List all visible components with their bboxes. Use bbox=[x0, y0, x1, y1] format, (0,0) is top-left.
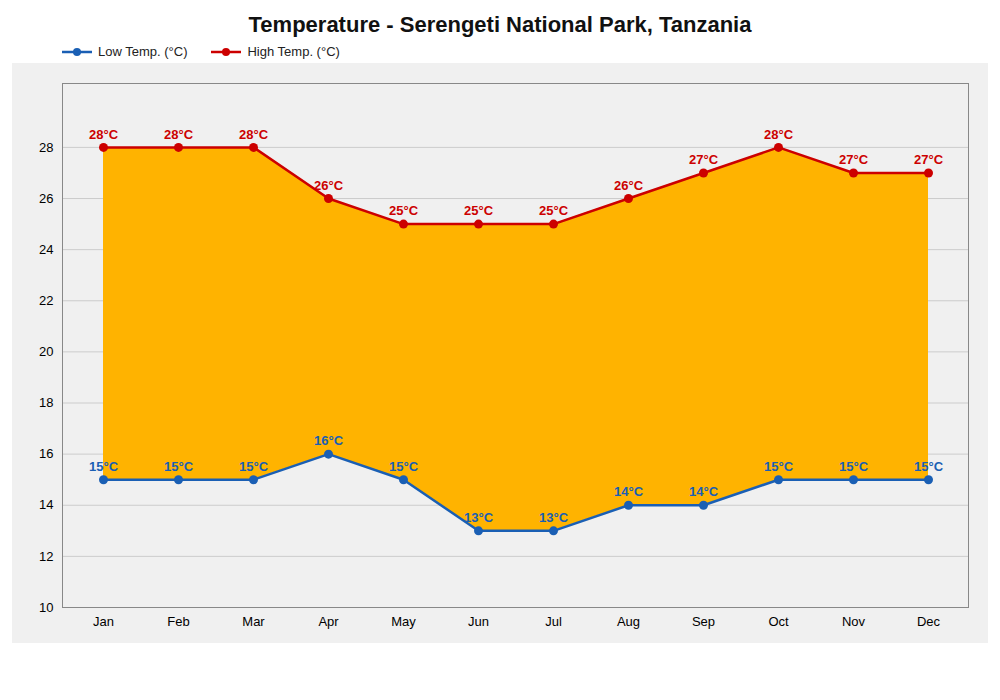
svg-text:16: 16 bbox=[39, 446, 53, 461]
svg-text:13°C: 13°C bbox=[539, 510, 569, 525]
svg-text:Feb: Feb bbox=[167, 614, 189, 629]
svg-text:15°C: 15°C bbox=[839, 459, 869, 474]
svg-text:28°C: 28°C bbox=[164, 127, 194, 142]
svg-text:15°C: 15°C bbox=[164, 459, 194, 474]
svg-text:Aug: Aug bbox=[617, 614, 640, 629]
svg-text:10: 10 bbox=[39, 600, 53, 615]
svg-text:28°C: 28°C bbox=[89, 127, 119, 142]
svg-text:Mar: Mar bbox=[242, 614, 265, 629]
svg-text:Jun: Jun bbox=[468, 614, 489, 629]
html-text:Low Temp. (°C): Low Temp. (°C) bbox=[98, 44, 188, 59]
svg-text:May: May bbox=[391, 614, 416, 629]
svg-text:28°C: 28°C bbox=[239, 127, 269, 142]
svg-text:14°C: 14°C bbox=[614, 484, 644, 499]
svg-text:22: 22 bbox=[39, 293, 53, 308]
svg-text:24: 24 bbox=[39, 242, 53, 257]
svg-text:Jul: Jul bbox=[545, 614, 562, 629]
svg-text:16°C: 16°C bbox=[314, 433, 344, 448]
svg-text:28: 28 bbox=[39, 140, 53, 155]
svg-text:25°C: 25°C bbox=[464, 203, 494, 218]
svg-text:15°C: 15°C bbox=[239, 459, 269, 474]
svg-text:13°C: 13°C bbox=[464, 510, 494, 525]
svg-text:27°C: 27°C bbox=[689, 152, 719, 167]
svg-text:27°C: 27°C bbox=[839, 152, 869, 167]
svg-text:14: 14 bbox=[39, 497, 53, 512]
svg-text:Sep: Sep bbox=[692, 614, 715, 629]
svg-text:25°C: 25°C bbox=[389, 203, 419, 218]
svg-text:Nov: Nov bbox=[842, 614, 866, 629]
svg-text:15°C: 15°C bbox=[764, 459, 794, 474]
svg-text:15°C: 15°C bbox=[89, 459, 119, 474]
html-text:Temperature - Serengeti Nation: Temperature - Serengeti National Park, T… bbox=[248, 12, 752, 37]
svg-text:26°C: 26°C bbox=[314, 178, 344, 193]
svg-text:Dec: Dec bbox=[917, 614, 941, 629]
svg-text:26°C: 26°C bbox=[614, 178, 644, 193]
svg-text:27°C: 27°C bbox=[914, 152, 944, 167]
svg-text:Oct: Oct bbox=[768, 614, 789, 629]
svg-text:28°C: 28°C bbox=[764, 127, 794, 142]
svg-text:20: 20 bbox=[39, 344, 53, 359]
svg-text:12: 12 bbox=[39, 549, 53, 564]
svg-text:15°C: 15°C bbox=[914, 459, 944, 474]
svg-text:Jan: Jan bbox=[93, 614, 114, 629]
svg-text:25°C: 25°C bbox=[539, 203, 569, 218]
svg-text:15°C: 15°C bbox=[389, 459, 419, 474]
svg-text:26: 26 bbox=[39, 191, 53, 206]
svg-text:14°C: 14°C bbox=[689, 484, 719, 499]
svg-text:18: 18 bbox=[39, 395, 53, 410]
html-text:High Temp. (°C): High Temp. (°C) bbox=[247, 44, 340, 59]
svg-text:Apr: Apr bbox=[318, 614, 339, 629]
